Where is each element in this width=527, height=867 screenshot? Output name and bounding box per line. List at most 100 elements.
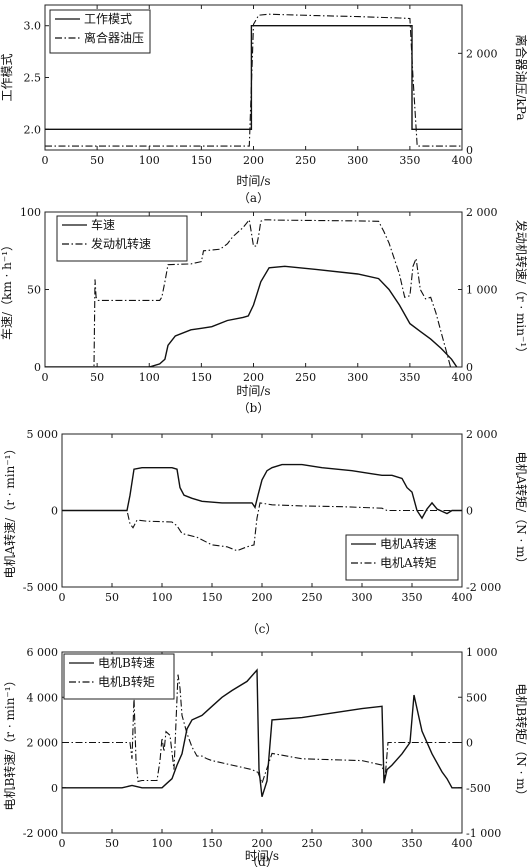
legend-entry: 电机B转速: [98, 655, 155, 670]
series-line-2: [45, 13, 462, 147]
series-line-2: [45, 218, 452, 367]
y-left-tick-label: 2 000: [27, 737, 59, 750]
y-right-tick-label: 2 000: [466, 206, 498, 219]
x-tick-label: 0: [42, 154, 49, 167]
y-left-tick-label: 3.0: [24, 20, 42, 33]
x-tick-label: 50: [105, 837, 119, 850]
x-tick-label: 100: [139, 154, 160, 167]
x-tick-label: 300: [347, 154, 368, 167]
legend-entry: 车速: [91, 217, 115, 232]
x-tick-label: 400: [452, 591, 473, 604]
y-left-tick-label: 0: [51, 782, 58, 795]
panel-label: （c）: [247, 622, 278, 636]
series-line-1: [45, 265, 458, 367]
y-left-axis-label: 车速/（km · h⁻¹）: [0, 239, 14, 340]
y-right-tick-label: 1 000: [466, 646, 498, 659]
x-tick-label: 200: [252, 591, 273, 604]
series-line-2: [62, 674, 462, 785]
y-left-tick-label: -5 000: [23, 581, 58, 594]
y-right-tick-label: 0: [466, 737, 473, 750]
y-left-tick-label: 50: [27, 284, 41, 297]
x-tick-label: 350: [399, 371, 420, 384]
x-tick-label: 300: [352, 591, 373, 604]
legend-entry: 工作模式: [84, 12, 132, 26]
y-left-axis-label: 电机B转速/（r · min⁻¹）: [2, 674, 17, 810]
x-tick-label: 150: [191, 154, 212, 167]
x-tick-label: 300: [347, 371, 368, 384]
x-tick-label: 400: [452, 837, 473, 850]
x-tick-label: 250: [302, 591, 323, 604]
legend-entry: 离合器油压: [84, 30, 144, 45]
x-tick-label: 100: [152, 837, 173, 850]
y-right-tick-label: 0: [466, 144, 473, 157]
x-tick-label: 200: [252, 837, 273, 850]
x-tick-label: 150: [202, 591, 223, 604]
legend-entry: 电机B转矩: [98, 674, 155, 689]
x-axis-label: 时间/s: [236, 384, 270, 398]
y-left-tick-label: 100: [20, 206, 41, 219]
x-tick-label: 50: [90, 371, 104, 384]
y-right-axis-label: 发动机转速/（r · min⁻¹）: [514, 220, 527, 359]
y-right-axis-label: 电机A转矩/（N · m）: [514, 451, 527, 569]
series-line-1: [62, 463, 462, 520]
legend-entry: 电机A转矩: [380, 555, 437, 570]
chart-panel-a: 0 50 100 150 200 250 300 350 400 2.0 2.5 3.0 0 2 000 工…: [0, 4, 527, 205]
legend-entry: 电机A转速: [380, 536, 437, 551]
series-line-1: [62, 668, 462, 798]
y-right-axis-label: 离合器油压/kPa: [514, 34, 527, 120]
x-axis-label: 时间/s: [236, 174, 270, 188]
panel-label: （d）: [246, 855, 278, 867]
x-tick-label: 100: [152, 591, 173, 604]
x-tick-label: 400: [452, 371, 473, 384]
x-tick-label: 200: [243, 371, 264, 384]
legend-box: [49, 9, 151, 54]
y-right-tick-label: 2 000: [466, 428, 498, 441]
y-right-tick-label: 500: [466, 691, 487, 704]
x-tick-label: 150: [202, 837, 223, 850]
panel-label: （b）: [238, 401, 270, 415]
legend-entry: 发动机转速: [91, 236, 151, 251]
y-left-tick-label: 2.0: [24, 123, 42, 136]
x-tick-label: 350: [402, 837, 423, 850]
legend-box: [56, 215, 188, 262]
y-right-tick-label: -2 000: [466, 581, 501, 594]
y-left-tick-label: 4 000: [27, 691, 59, 704]
x-tick-label: 350: [402, 591, 423, 604]
y-left-tick-label: 0: [34, 361, 41, 374]
y-left-axis-label: 工作模式: [0, 53, 14, 101]
x-tick-label: 0: [59, 837, 66, 850]
x-axis-label: 时间/s: [245, 849, 279, 863]
y-left-axis-label: 电机A转速/（r · min⁻¹）: [2, 443, 17, 579]
legend-box: [345, 534, 459, 581]
x-tick-label: 100: [139, 371, 160, 384]
y-right-tick-label: 0: [466, 505, 473, 518]
x-tick-label: 0: [59, 591, 66, 604]
y-left-tick-label: 2.5: [24, 72, 42, 85]
x-tick-label: 250: [302, 837, 323, 850]
y-left-tick-label: 5 000: [27, 428, 59, 441]
y-left-tick-label: -2 000: [23, 827, 58, 840]
panel-label: （a）: [238, 191, 269, 205]
x-tick-label: 250: [295, 154, 316, 167]
y-left-tick-label: 6 000: [27, 646, 59, 659]
x-tick-label: 250: [295, 371, 316, 384]
series-line-2: [62, 502, 462, 552]
y-right-axis-label: 电机B转矩/（N · m）: [514, 683, 527, 801]
series-line-1: [45, 25, 462, 131]
y-right-tick-label: -500: [466, 782, 491, 795]
x-tick-label: 300: [352, 837, 373, 850]
x-tick-label: 50: [90, 154, 104, 167]
legend-box: [63, 653, 175, 700]
y-left-tick-label: 0: [51, 505, 58, 518]
x-tick-label: 400: [452, 154, 473, 167]
x-tick-label: 350: [399, 154, 420, 167]
y-right-tick-label: 1 000: [466, 284, 498, 297]
y-right-tick-label: -1 000: [466, 827, 501, 840]
